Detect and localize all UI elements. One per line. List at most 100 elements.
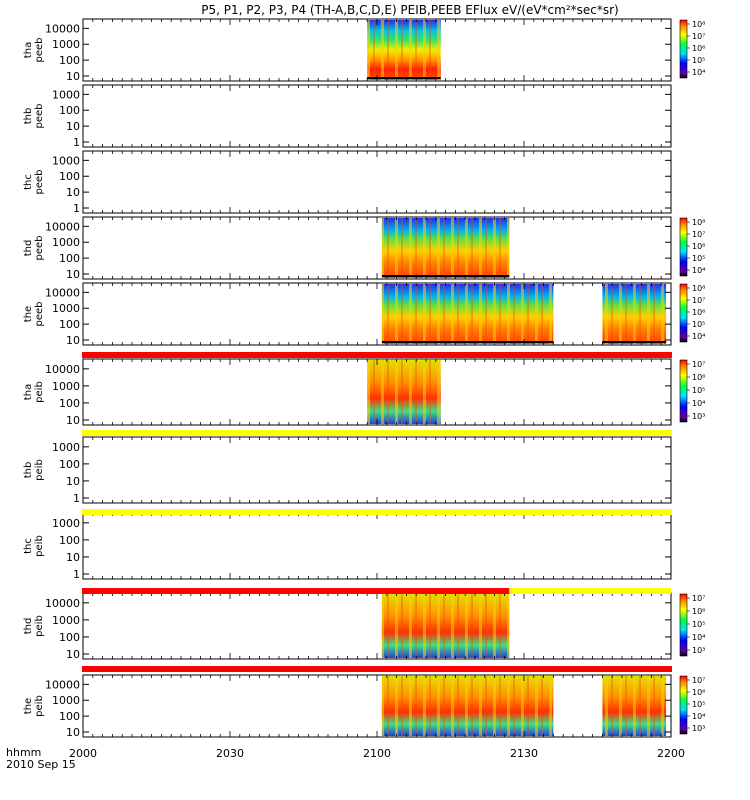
panel-frame (82, 512, 672, 580)
y-tick-label: 100 (59, 458, 80, 471)
y-tick-label: 10 (66, 414, 80, 427)
panel-thb-peib: 1 10 100 1000 thbpeib (23, 436, 672, 505)
colorbar (679, 593, 688, 657)
colorbar-tick-label: 10⁷ (692, 296, 705, 305)
colorbar-tick-label: 10⁵ (692, 320, 705, 329)
colorbar-tick-label: 10⁷ (692, 676, 705, 685)
quality-bar-yellow (509, 588, 671, 594)
y-tick-label: 1000 (52, 441, 80, 454)
spectrogram-texture (367, 360, 441, 424)
y-tick-label: 1000 (52, 236, 80, 249)
y-tick-label: 1000 (52, 88, 80, 101)
panel-frame (82, 674, 672, 738)
y-axis-label: thcpeib (23, 535, 45, 557)
colorbar-tick-label: 10⁵ (692, 700, 705, 709)
y-axis-label: thbpeeb (23, 104, 45, 129)
spectrogram-texture (381, 676, 554, 736)
colorbar-tick-label: 10⁴ (692, 712, 705, 721)
y-tick-label: 100 (59, 397, 80, 410)
y-axis-label: thepeib (23, 695, 45, 717)
colorbar-tick-label: 10⁷ (692, 594, 705, 603)
y-axis-label: thcpeeb (23, 170, 45, 195)
colorbar-tick-label: 10⁴ (692, 266, 705, 275)
y-tick-label: 100 (59, 104, 80, 117)
spectrogram-texture (381, 218, 510, 278)
y-tick-label: 1 (73, 202, 80, 215)
y-tick-label: 1 (73, 136, 80, 149)
y-tick-label: 1 (73, 568, 80, 581)
y-axis-label: thdpeib (23, 615, 45, 637)
y-tick-label: 1000 (52, 154, 80, 167)
colorbar-tick-label: 10⁶ (692, 607, 705, 616)
colorbar-tick-label: 10⁶ (692, 242, 705, 251)
colorbar-tick-label: 10⁴ (692, 332, 705, 341)
quality-bar-yellow (82, 509, 672, 515)
figure-title: P5, P1, P2, P3, P4 (TH-A,B,C,D,E) PEIB,P… (201, 3, 618, 17)
y-tick-label: 10 (66, 475, 80, 488)
colorbar-tick-label: 10⁵ (692, 386, 705, 395)
x-tick-label: 2100 (363, 747, 391, 760)
y-tick-label: 10000 (45, 597, 80, 610)
spectrogram-texture (602, 676, 667, 736)
y-tick-label: 1 (73, 492, 80, 505)
y-tick-label: 100 (59, 710, 80, 723)
panel-frame (82, 216, 672, 280)
y-tick-label: 1000 (52, 380, 80, 393)
colorbar-tick-label: 10⁶ (692, 688, 705, 697)
y-tick-label: 10 (66, 726, 80, 739)
y-tick-label: 100 (59, 252, 80, 265)
panel-frame (82, 282, 672, 346)
panel-thc-peib: 1 10 100 1000 thcpeib (23, 512, 672, 581)
x-tick-label: 2000 (69, 747, 97, 760)
y-tick-label: 1000 (52, 694, 80, 707)
colorbar (679, 675, 688, 735)
y-tick-label: 10 (66, 70, 80, 83)
colorbar-tick-label: 10³ (692, 724, 705, 733)
colorbar-tick-label: 10³ (692, 412, 705, 421)
colorbar-tick-label: 10⁸ (692, 20, 705, 29)
spectrogram-texture (367, 20, 441, 80)
y-tick-label: 100 (59, 534, 80, 547)
y-axis-label: thdpeeb (23, 236, 45, 261)
spectrogram-texture (602, 284, 667, 344)
panel-frame (82, 436, 672, 504)
colorbar-tick-label: 10⁸ (692, 284, 705, 293)
colorbar-tick-label: 10⁶ (692, 308, 705, 317)
y-tick-label: 1000 (52, 302, 80, 315)
spectrogram-texture (381, 284, 554, 344)
colorbar-tick-label: 10⁴ (692, 633, 705, 642)
colorbar (679, 19, 688, 79)
y-tick-label: 100 (59, 318, 80, 331)
y-tick-label: 1000 (52, 614, 80, 627)
y-tick-label: 10 (66, 186, 80, 199)
y-tick-label: 10 (66, 268, 80, 281)
y-tick-label: 10 (66, 648, 80, 661)
y-tick-label: 10000 (45, 363, 80, 376)
quality-bar-yellow (82, 430, 672, 436)
colorbar-tick-label: 10⁶ (692, 373, 705, 382)
x-tick-label: 2030 (216, 747, 244, 760)
colorbar-tick-label: 10⁷ (692, 32, 705, 41)
colorbar-tick-label: 10⁶ (692, 44, 705, 53)
colorbar-tick-label: 10⁴ (692, 399, 705, 408)
x-tick-label: 2200 (657, 747, 685, 760)
y-tick-label: 10 (66, 120, 80, 133)
colorbar (679, 217, 688, 277)
y-axis-label: thbpeib (23, 459, 45, 481)
x-tick-label: 2130 (510, 747, 538, 760)
colorbar (679, 283, 688, 343)
x-axis-label-date: 2010 Sep 15 (6, 758, 76, 771)
y-tick-label: 1000 (52, 517, 80, 530)
y-tick-label: 10000 (45, 286, 80, 299)
colorbar-tick-label: 10³ (692, 646, 705, 655)
quality-bar-red (82, 588, 510, 594)
colorbar (679, 359, 688, 423)
y-axis-label: thapeib (23, 381, 45, 403)
colorbar-tick-label: 10⁷ (692, 360, 705, 369)
colorbar-tick-label: 10⁵ (692, 254, 705, 263)
